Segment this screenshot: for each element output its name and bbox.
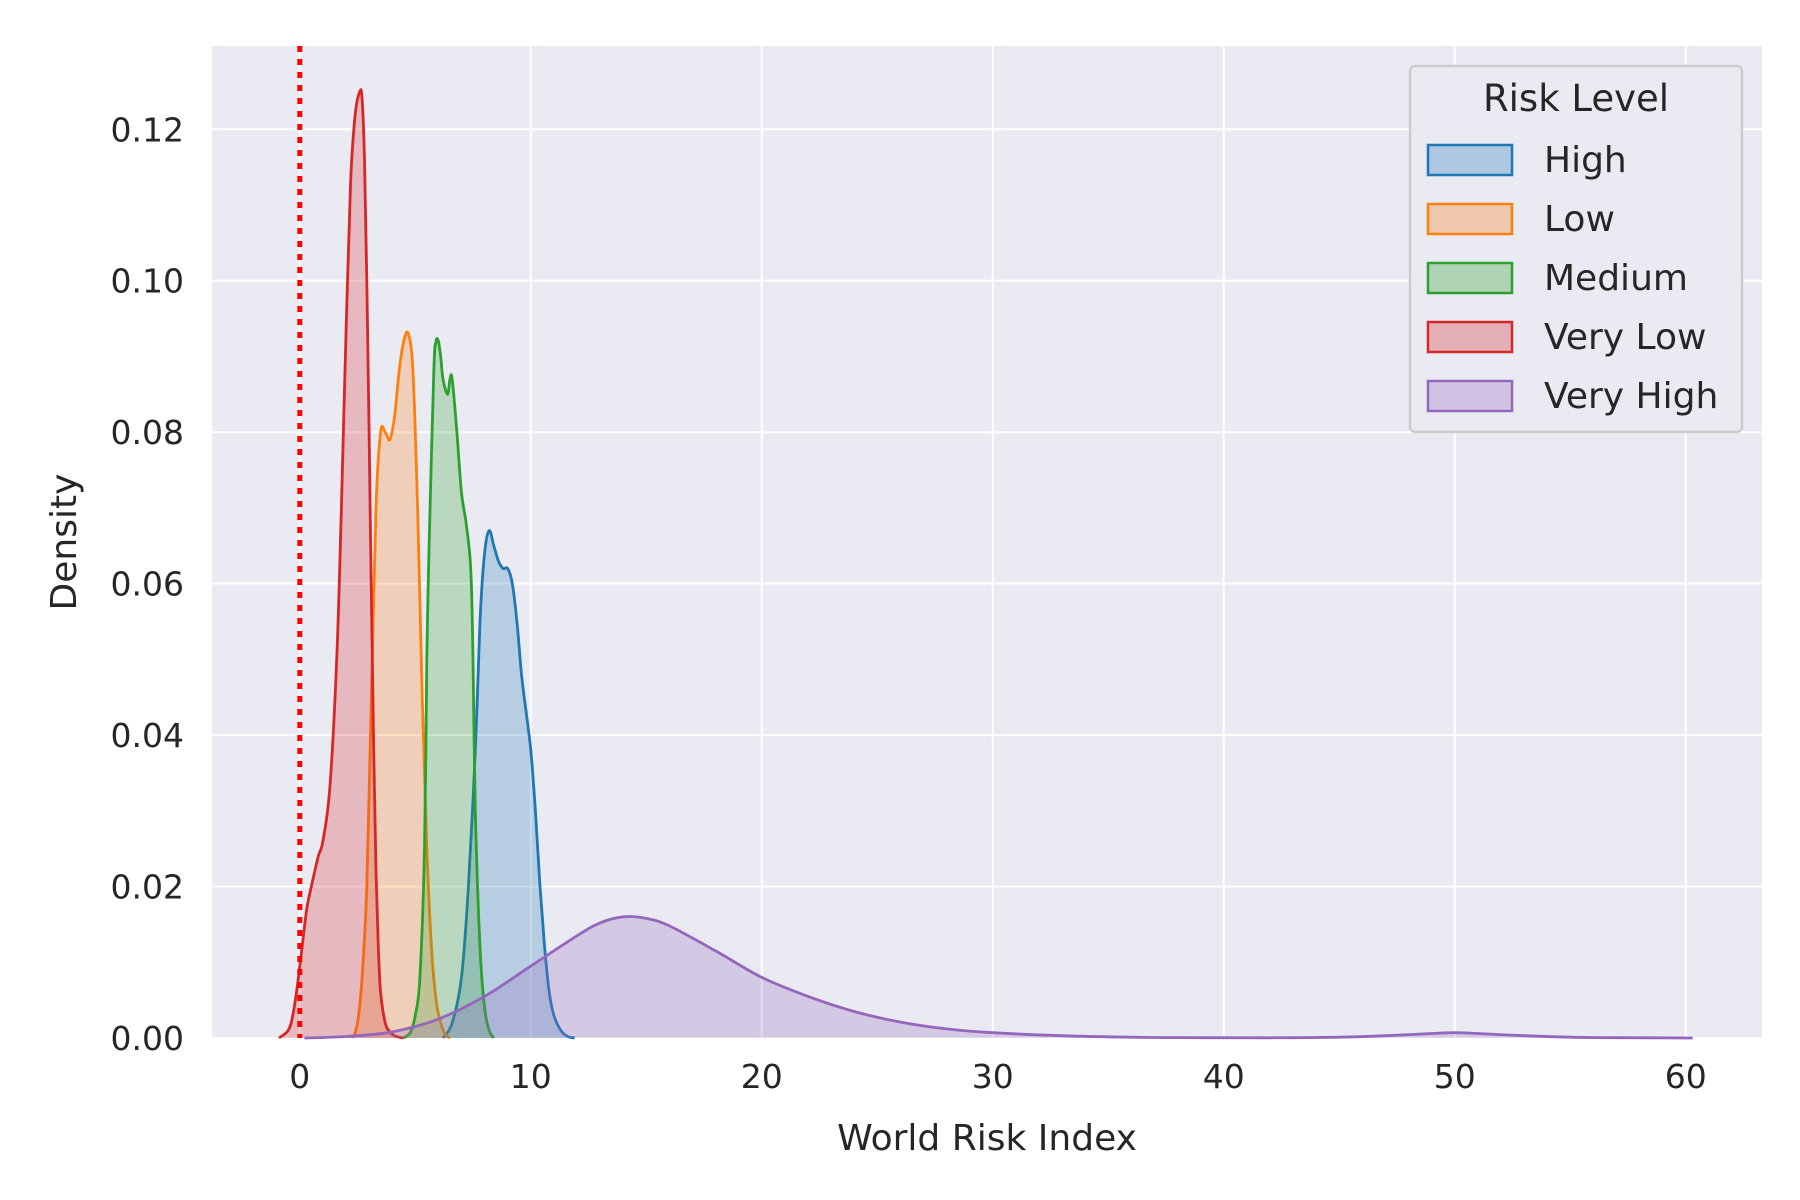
legend-label-medium: Medium xyxy=(1544,258,1688,299)
x-axis-label: World Risk Index xyxy=(837,1118,1137,1159)
legend-frame xyxy=(1408,64,1744,434)
y-tick-label: 0.12 xyxy=(111,110,184,149)
y-tick-label: 0.10 xyxy=(111,262,184,301)
y-tick-label: 0.00 xyxy=(111,1019,184,1058)
line-medium xyxy=(402,337,495,1040)
line-low xyxy=(351,330,451,1040)
y-tick-label: 0.08 xyxy=(111,413,184,452)
legend-swatch-high xyxy=(1426,143,1514,177)
legend-label-very-high: Very High xyxy=(1544,376,1718,417)
density-areas xyxy=(278,88,1693,1040)
area-high xyxy=(443,530,575,1038)
legend-swatch-medium xyxy=(1426,261,1514,295)
x-tick-label: 0 xyxy=(289,1057,310,1096)
y-axis-label: Density xyxy=(44,474,85,611)
line-very-high xyxy=(304,915,1693,1040)
legend: Risk Level High Low Medium Very Low Very Hig… xyxy=(1408,64,1744,434)
legend-label-high: High xyxy=(1544,140,1627,181)
y-axis-ticks: 0.00 0.02 0.04 0.06 0.08 0.10 0.12 xyxy=(111,110,184,1058)
x-axis-ticks: 0 10 20 30 40 50 60 xyxy=(289,1057,1706,1096)
y-tick-label: 0.06 xyxy=(111,565,184,604)
legend-title: Risk Level xyxy=(1483,77,1669,120)
line-very-low xyxy=(278,88,404,1040)
x-tick-label: 30 xyxy=(972,1057,1014,1096)
y-tick-label: 0.02 xyxy=(111,868,184,907)
legend-swatch-very-low xyxy=(1426,320,1514,354)
legend-swatch-very-high xyxy=(1426,379,1514,413)
legend-swatch-low xyxy=(1426,202,1514,236)
y-tick-label: 0.04 xyxy=(111,716,184,755)
area-very-high xyxy=(304,916,1693,1038)
x-tick-label: 50 xyxy=(1434,1057,1476,1096)
area-very-low xyxy=(279,89,404,1039)
grid xyxy=(212,46,1762,1039)
legend-items: High Low Medium Very Low Very High xyxy=(1426,140,1718,417)
x-tick-label: 20 xyxy=(741,1057,783,1096)
legend-label-low: Low xyxy=(1544,199,1615,240)
x-tick-label: 10 xyxy=(510,1057,552,1096)
legend-label-very-low: Very Low xyxy=(1544,317,1706,358)
x-tick-label: 40 xyxy=(1203,1057,1245,1096)
x-tick-label: 60 xyxy=(1665,1057,1707,1096)
area-medium xyxy=(403,338,494,1039)
